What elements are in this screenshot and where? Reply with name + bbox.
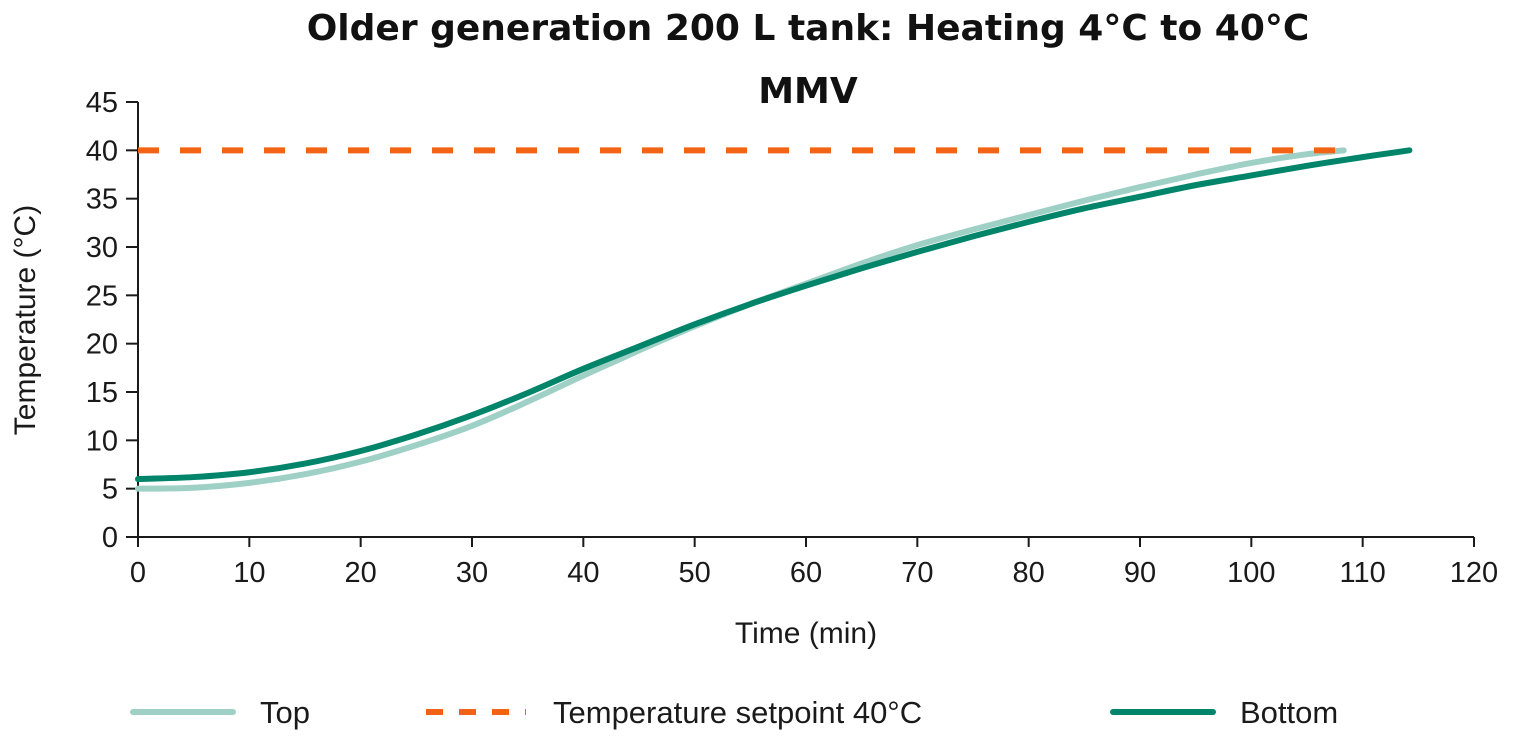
series-line-top [135, 147, 1347, 492]
x-tick-label: 120 [1450, 557, 1498, 589]
y-tick-label: 40 [86, 135, 118, 167]
series-line-bottom [135, 147, 1413, 482]
y-tick-label: 20 [86, 329, 118, 361]
x-tick-label: 40 [567, 557, 599, 589]
legend-label: Top [260, 695, 310, 730]
chart-subtitle: MMV [758, 71, 858, 112]
y-tick-label: 45 [86, 87, 118, 119]
x-tick-label: 0 [130, 557, 146, 589]
axes: 0 5 10 15 20 25 30 35 40 45 0 10 20 30 40 50 60 70 80 90 100… [86, 87, 1498, 589]
y-axis-label: Temperature (°C) [9, 205, 42, 435]
x-tick-label: 20 [345, 557, 377, 589]
y-tick-label: 15 [86, 377, 118, 409]
y-tick-label: 0 [102, 522, 118, 554]
x-tick-label: 50 [679, 557, 711, 589]
chart-title: Older generation 200 L tank: Heating 4°C… [307, 8, 1310, 49]
x-tick-label: 90 [1124, 557, 1156, 589]
x-tick-label: 110 [1340, 557, 1386, 589]
x-tick-label: 30 [456, 557, 488, 589]
y-tick-label: 25 [86, 280, 118, 312]
y-tick-label: 5 [102, 474, 118, 506]
x-tick-label: 80 [1013, 557, 1045, 589]
y-tick-label: 35 [86, 184, 118, 216]
legend-label: Temperature setpoint 40°C [553, 695, 922, 730]
y-tick-label: 30 [86, 232, 118, 264]
x-tick-label: 60 [790, 557, 822, 589]
legend-label: Bottom [1240, 695, 1338, 730]
legend: Top Temperature setpoint 40°C Bottom [130, 695, 1338, 730]
y-tick-label: 10 [86, 425, 118, 457]
x-tick-label: 10 [233, 557, 265, 589]
x-axis-label: Time (min) [735, 617, 877, 650]
x-tick-label: 70 [901, 557, 933, 589]
x-tick-label: 100 [1227, 557, 1275, 589]
series-group [135, 147, 1413, 492]
